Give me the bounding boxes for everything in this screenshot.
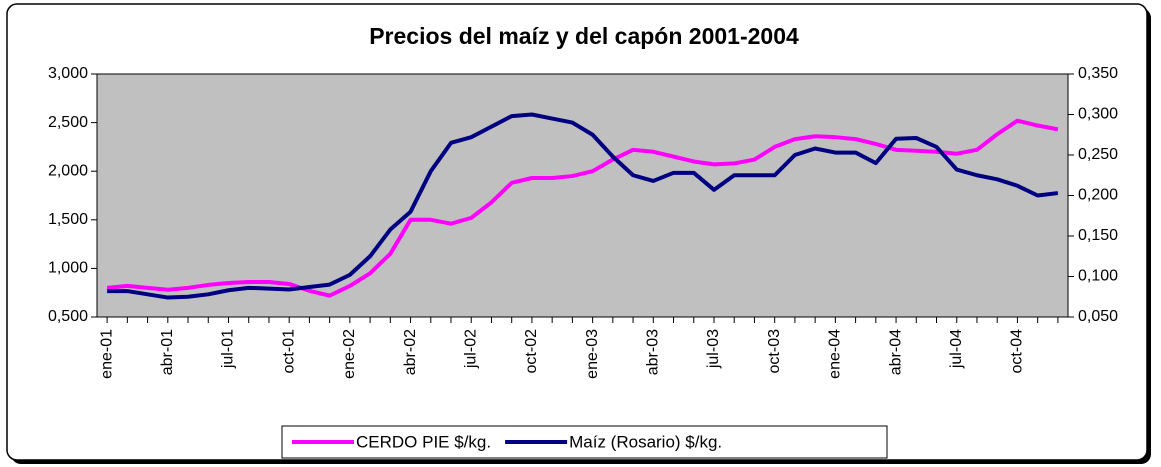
x-tick-label: jul-02	[462, 329, 479, 369]
y2-tick-label: 0,350	[1078, 65, 1118, 82]
x-tick-label: ene-02	[341, 329, 358, 379]
x-tick-label: abr-01	[159, 329, 176, 375]
y-tick-label: 2,000	[48, 162, 88, 179]
x-tick-label: ene-04	[827, 329, 844, 379]
chart-title: Precios del maíz y del capón 2001-2004	[369, 23, 799, 49]
line-series	[107, 112, 1059, 300]
x-tick-label: oct-02	[523, 329, 540, 374]
y-tick-label: 1,500	[48, 211, 88, 228]
y2-tick-label: 0,200	[1078, 187, 1118, 204]
x-tick-label: abr-03	[645, 329, 662, 375]
plot-area	[96, 73, 1069, 318]
x-tick-label: ene-01	[98, 329, 115, 379]
x-tick-label: jul-03	[705, 329, 722, 369]
x-tick-label: jul-04	[948, 329, 965, 369]
x-tick-label: abr-02	[402, 329, 419, 375]
x-tick-label: jul-01	[220, 329, 237, 369]
x-tick-label: oct-01	[280, 329, 297, 374]
legend-label: CERDO PIE $/kg.	[356, 432, 491, 451]
line-series	[106, 118, 1059, 298]
x-tick-label: oct-03	[766, 329, 783, 374]
y2-tick-label: 0,250	[1078, 146, 1118, 163]
y-tick-label: 1,000	[48, 260, 88, 277]
y2-tick-label: 0,050	[1078, 308, 1118, 325]
y2-tick-label: 0,150	[1078, 227, 1118, 244]
legend	[281, 425, 888, 459]
x-tick-label: abr-04	[887, 329, 904, 375]
y2-tick-label: 0,100	[1078, 268, 1118, 285]
y-tick-label: 3,000	[48, 65, 88, 82]
y-tick-label: 2,500	[48, 114, 88, 131]
y2-tick-label: 0,300	[1078, 106, 1118, 123]
x-tick-label: oct-04	[1009, 329, 1026, 374]
y-tick-label: 0,500	[48, 308, 88, 325]
legend-label: Maíz (Rosario) $/kg.	[569, 432, 722, 451]
x-tick-label: ene-03	[584, 329, 601, 379]
